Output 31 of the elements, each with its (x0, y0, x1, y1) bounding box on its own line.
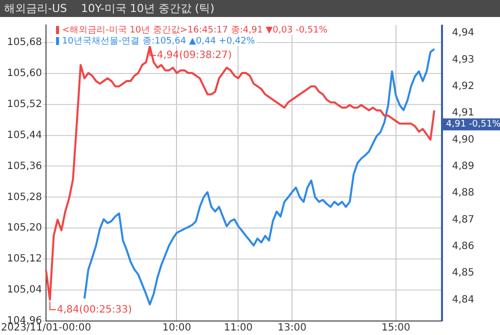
x-tick-label: 2023/11/01-00:00 (0, 322, 92, 334)
y2-tick-label: 4,93 (452, 54, 474, 66)
y-tick-label: 105,68 (7, 37, 42, 48)
y-tick-label: 105,36 (7, 160, 42, 172)
y2-tick-label: 4,90 (452, 134, 474, 146)
y2-tick-label: 4,85 (452, 268, 474, 279)
y2-tick-label: 4,84 (452, 294, 474, 306)
x-tick-label: 10:00 (162, 322, 192, 334)
y2-tick-label: 4,91 (452, 108, 474, 119)
legend-label: <해외금리-미국 10년 중간값>16:45:17 종:4,91 ▼0,03 -0,51% (62, 25, 328, 36)
y2-tick-label: 4,86 (452, 240, 474, 252)
y-tick-label: 105,04 (7, 284, 42, 296)
y-tick-label: 105,28 (7, 192, 42, 203)
y2-tick-label: 4,94 (452, 28, 474, 39)
chart-title: 해외금리-US 10Y-미국 10년 중간값 (틱) (0, 0, 500, 17)
y2-tick-label: 4,89 (452, 160, 474, 172)
legend-label: 10년국채선물-연결 종:105,64 ▲0,44 +0,42% (62, 36, 256, 46)
x-tick-label: 11:00 (224, 322, 253, 334)
text: 4,91 -0,51% (446, 120, 500, 130)
x-tick-label: 15:00 (381, 322, 410, 334)
y2-tick-label: 4,88 (452, 188, 474, 199)
annotation: 4,94(09:38:27) (156, 50, 232, 61)
y-tick-label: 105,12 (7, 254, 42, 265)
y-tick-label: 105,20 (7, 222, 42, 234)
y2-tick-label: 4,87 (452, 214, 474, 226)
annotation: 4,84(00:25:33) (56, 304, 132, 316)
y2-tick-label: 4,92 (452, 80, 474, 92)
y-tick-label: 105,44 (7, 130, 42, 141)
x-tick-label: 13:00 (278, 322, 306, 334)
y-tick-label: 105,52 (7, 98, 42, 110)
y-tick-label: 105,60 (7, 68, 42, 79)
